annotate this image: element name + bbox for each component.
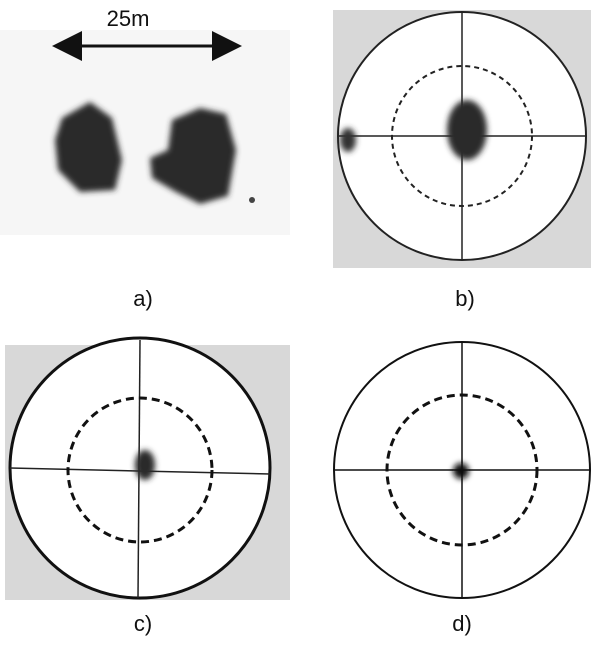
burn-pattern <box>135 450 155 480</box>
panel-b: b) <box>333 10 591 311</box>
burn-pattern <box>453 463 469 479</box>
panel-c: c) <box>5 338 290 636</box>
panel-label: c) <box>134 611 152 636</box>
scale-label: 25m <box>107 6 150 31</box>
figure: 25m a) b) c) d) <box>0 0 591 649</box>
page: 25m a) b) c) d) (() => { const data = JS… <box>0 0 591 649</box>
panel-d: d) <box>334 342 590 636</box>
burn-pattern <box>447 100 487 160</box>
panel-label: a) <box>133 286 153 311</box>
dot <box>249 197 255 203</box>
panel-a: 25m a) <box>0 6 290 311</box>
panel-label: b) <box>455 286 475 311</box>
panel-label: d) <box>452 611 472 636</box>
photo-background <box>0 30 290 235</box>
burn-pattern <box>340 128 356 152</box>
